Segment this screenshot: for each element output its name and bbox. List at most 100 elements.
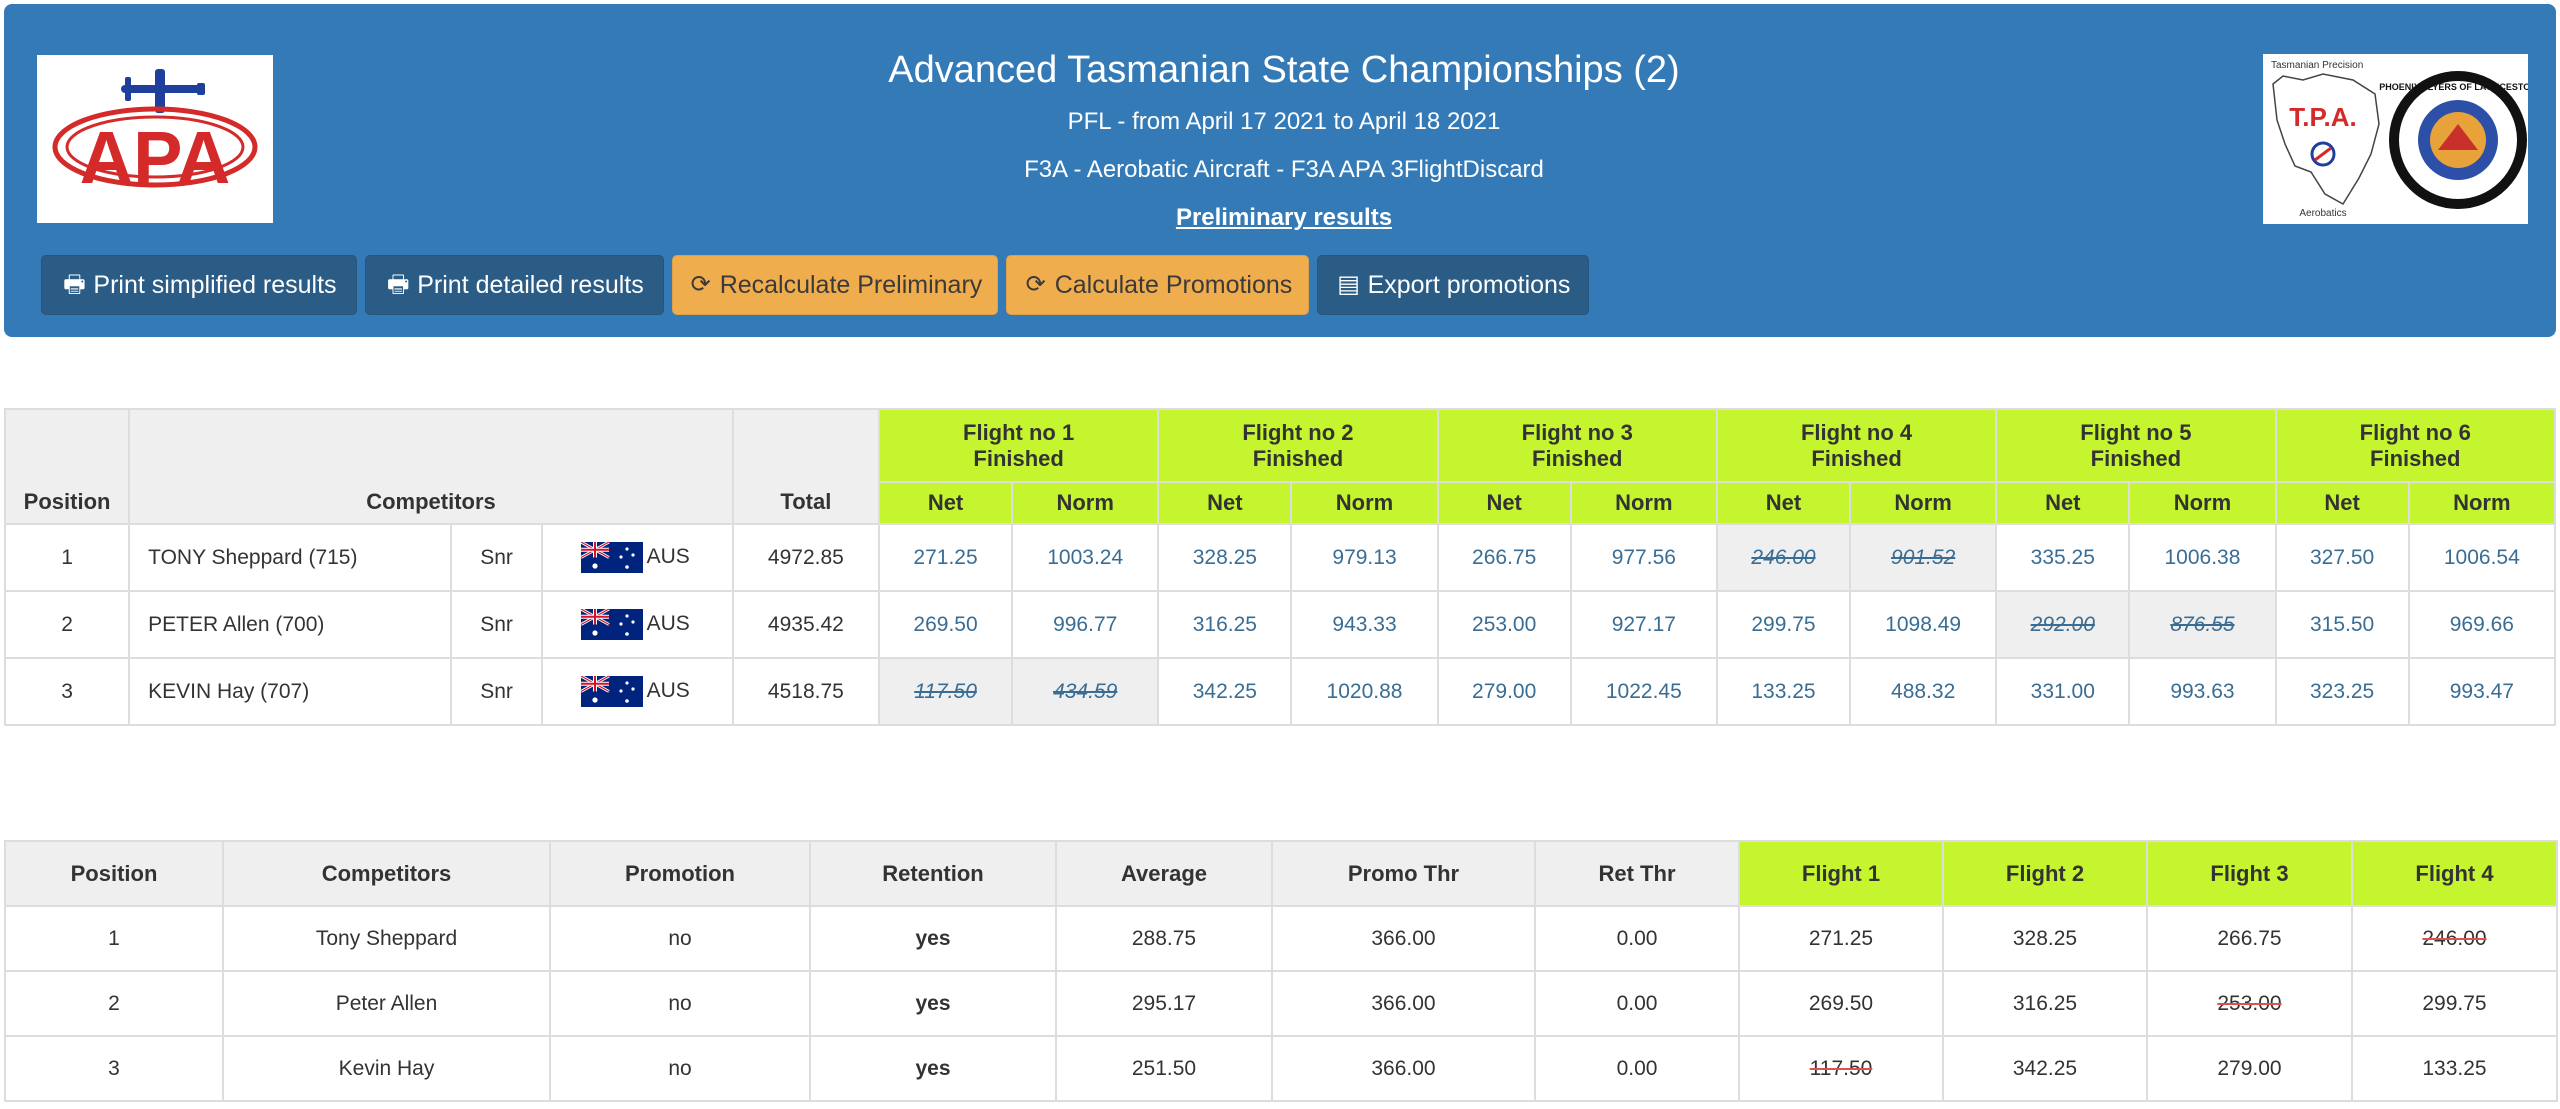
svg-text:Aerobatics: Aerobatics	[2299, 208, 2346, 219]
net-score-discarded: 292.00	[1995, 590, 2131, 659]
print-icon: 🖶	[63, 271, 86, 298]
competitor-name: Peter Allen	[222, 970, 551, 1037]
average-cell: 251.50	[1055, 1035, 1273, 1102]
refresh-icon: ⟳	[690, 271, 711, 298]
position-header: Position	[3, 408, 131, 525]
competitor-name-link[interactable]: PETER Allen (700)	[128, 590, 453, 659]
norm-header: Norm	[1849, 481, 1998, 525]
flight-score: 299.75	[2351, 970, 2558, 1037]
net-score-discarded: 246.00	[1715, 523, 1852, 592]
promo-header-competitors: Competitors	[222, 840, 551, 907]
retention-cell: yes	[809, 905, 1057, 972]
flight-score: 279.00	[2146, 1035, 2353, 1102]
promotion-cell: no	[549, 1035, 811, 1102]
flight-score-discarded: 246.00	[2351, 905, 2558, 972]
event-subtitle: PFL - from April 17 2021 to April 18 202…	[1067, 108, 1501, 135]
recalculate-label: Recalculate Preliminary	[719, 271, 983, 299]
tpa-logo: Tasmanian Precision T.P.A. Aerobatics PH…	[2263, 54, 2537, 224]
print-detailed-button[interactable]: 🖶 Print detailed results	[365, 255, 664, 315]
flight-score: 328.25	[1942, 905, 2148, 972]
norm-header: Norm	[1011, 481, 1160, 525]
net-score: 299.75	[1715, 590, 1852, 659]
country-cell: AUS	[540, 657, 734, 726]
svg-text:APA: APA	[80, 116, 231, 199]
promotions-header-row: Position Competitors Promotion Retention Ave…	[4, 840, 2558, 907]
norm-header: Norm	[2128, 481, 2277, 525]
country-code: AUS	[646, 679, 690, 703]
norm-score: 943.33	[1290, 590, 1439, 659]
net-score: 279.00	[1436, 657, 1572, 726]
retention-threshold-cell: 0.00	[1534, 905, 1740, 972]
net-score: 328.25	[1157, 523, 1293, 592]
apa-logo: APA	[37, 55, 273, 223]
total-cell: 4518.75	[731, 657, 880, 726]
export-promotions-label: Export promotions	[1367, 271, 1571, 299]
norm-score: 1006.38	[2128, 523, 2277, 592]
table-row: 3 Kevin Hay no yes 251.50 366.00 0.00 117.50 342…	[4, 1035, 2558, 1102]
norm-score: 969.66	[2407, 590, 2557, 659]
table-row: 2 Peter Allen no yes 295.17 366.00 0.00 269.50 3…	[4, 970, 2558, 1037]
print-simplified-button[interactable]: 🖶 Print simplified results	[41, 255, 357, 315]
flight-score: 342.25	[1942, 1035, 2148, 1102]
flight-5-header: Flight no 5 Finished	[1995, 408, 2277, 483]
net-score: 266.75	[1436, 523, 1572, 592]
promo-header-flight-4: Flight 4	[2351, 840, 2558, 907]
promotions-body: 1 Tony Sheppard no yes 288.75 366.00 0.00 271.2…	[4, 905, 2558, 1102]
norm-score: 993.63	[2128, 657, 2277, 726]
category-cell: Snr	[450, 590, 543, 659]
calculate-promotions-label: Calculate Promotions	[1054, 271, 1293, 299]
norm-score: 996.77	[1011, 590, 1160, 659]
calculate-promotions-button[interactable]: ⟳ Calculate Promotions	[1006, 255, 1309, 315]
position-cell: 2	[4, 970, 224, 1037]
table-row: 3 KEVIN Hay (707) Snr AUS 4518.75 117.50 434.5…	[3, 657, 2557, 726]
promo-header-position: Position	[4, 840, 224, 907]
promo-header-promotion: Promotion	[549, 840, 811, 907]
competitor-name: Tony Sheppard	[222, 905, 551, 972]
norm-score: 1098.49	[1849, 590, 1998, 659]
net-score: 342.25	[1157, 657, 1293, 726]
average-cell: 288.75	[1055, 905, 1273, 972]
norm-score-discarded: 876.55	[2128, 590, 2277, 659]
promo-header-promo-thr: Promo Thr	[1271, 840, 1536, 907]
average-cell: 295.17	[1055, 970, 1273, 1037]
retention-cell: yes	[809, 1035, 1057, 1102]
promotion-cell: no	[549, 905, 811, 972]
file-excel-icon: ▤	[1337, 271, 1360, 298]
net-score: 323.25	[2274, 657, 2410, 726]
australia-flag-icon	[580, 542, 643, 573]
norm-score: 1003.24	[1011, 523, 1160, 592]
norm-score: 977.56	[1569, 523, 1718, 592]
net-score: 335.25	[1995, 523, 2131, 592]
flight-3-header: Flight no 3 Finished	[1436, 408, 1718, 483]
norm-header: Norm	[2407, 481, 2557, 525]
promo-header-average: Average	[1055, 840, 1273, 907]
refresh-icon: ⟳	[1025, 271, 1046, 298]
total-header: Total	[731, 408, 880, 525]
net-score: 331.00	[1995, 657, 2131, 726]
header-panel: APA Advanced Tasmanian State Championshi…	[4, 4, 2556, 337]
norm-score: 979.13	[1290, 523, 1439, 592]
net-norm-subheader-row: Net Norm Net Norm Net Norm Net Norm Net …	[5, 481, 2557, 525]
promo-header-flight-1: Flight 1	[1738, 840, 1944, 907]
flight-score: 316.25	[1942, 970, 2148, 1037]
norm-score: 1006.54	[2407, 523, 2557, 592]
event-class: F3A - Aerobatic Aircraft - F3A APA 3Flig…	[1024, 156, 1544, 183]
results-table: Position Competitors Total Flight no 1 Fi…	[3, 408, 2557, 726]
recalculate-preliminary-button[interactable]: ⟳ Recalculate Preliminary	[672, 255, 998, 315]
retention-threshold-cell: 0.00	[1534, 1035, 1740, 1102]
position-cell: 3	[4, 1035, 224, 1102]
export-promotions-button[interactable]: ▤ Export promotions	[1317, 255, 1589, 315]
table-row: 1 Tony Sheppard no yes 288.75 366.00 0.00 271.2…	[4, 905, 2558, 972]
net-header: Net	[1715, 481, 1852, 525]
competitor-name-link[interactable]: TONY Sheppard (715)	[128, 523, 453, 592]
competitor-name: Kevin Hay	[222, 1035, 551, 1102]
results-status-link[interactable]: Preliminary results	[1175, 204, 1393, 231]
svg-text:T.P.A.: T.P.A.	[2289, 102, 2356, 132]
country-code: AUS	[646, 612, 690, 636]
promo-header-flight-2: Flight 2	[1942, 840, 2148, 907]
competitor-name-link[interactable]: KEVIN Hay (707)	[128, 657, 453, 726]
norm-score: 993.47	[2407, 657, 2557, 726]
promo-header-retention: Retention	[809, 840, 1057, 907]
norm-header: Norm	[1290, 481, 1439, 525]
australia-flag-icon	[580, 609, 643, 640]
